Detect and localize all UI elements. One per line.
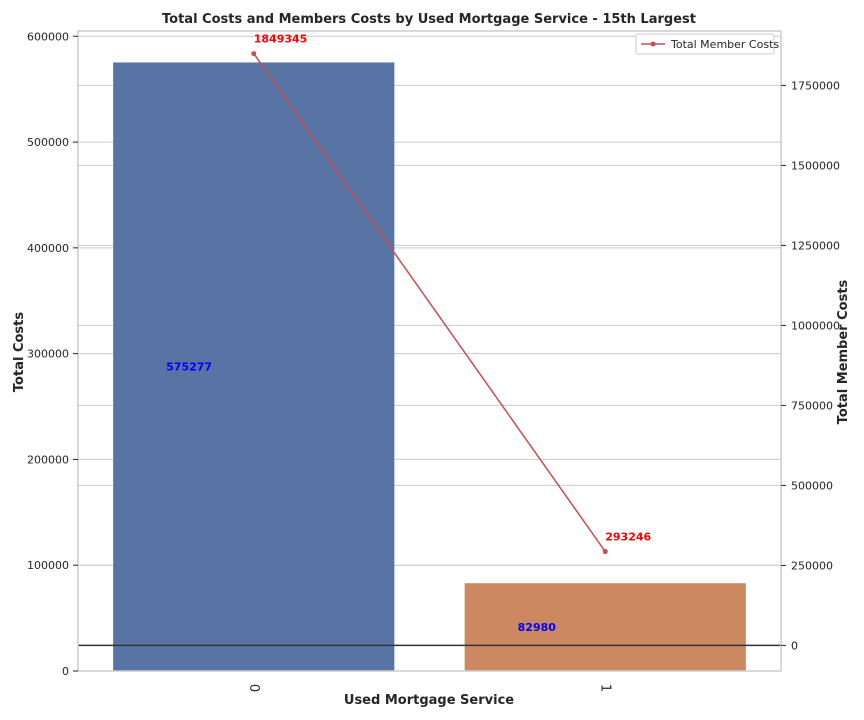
member-costs-point	[251, 51, 257, 57]
y2-axis-title: Total Member Costs	[836, 279, 851, 424]
legend-label: Total Member Costs	[670, 38, 779, 51]
right-y-tick-label: 1500000	[791, 159, 840, 172]
member-costs-value-label: 1849345	[254, 33, 308, 46]
x-tick-label: 1	[597, 684, 612, 692]
left-y-tick-label: 600000	[27, 30, 69, 43]
legend: Total Member Costs	[635, 33, 779, 55]
right-y-tick-label: 250000	[791, 559, 833, 572]
bar-1	[464, 583, 746, 671]
left-y-tick-label: 0	[62, 665, 69, 678]
right-y-tick-label: 1000000	[791, 319, 840, 332]
right-y-ticks: 0 250000 500000 750000 1000000 1250000 1500000…	[781, 79, 840, 652]
right-y-tick-label: 500000	[791, 479, 833, 492]
bar-value-label: 82980	[518, 621, 557, 634]
left-y-tick-label: 300000	[27, 348, 69, 361]
left-y-tick-label: 400000	[27, 242, 69, 255]
plot-frame	[77, 30, 782, 672]
line-series	[251, 51, 608, 555]
bar-value-label: 575277	[166, 361, 212, 374]
legend-marker-swatch	[650, 41, 656, 47]
right-y-tick-label: 1750000	[791, 79, 840, 92]
legend-box	[635, 33, 775, 55]
right-y-tick-label: 0	[791, 639, 798, 652]
bar-series	[113, 62, 746, 672]
plot-border	[77, 30, 782, 672]
member-costs-line	[253, 53, 606, 552]
y-axis-title: Total Costs	[12, 312, 27, 392]
line-value-labels: 1849345 293246	[254, 33, 652, 544]
bar-value-labels: 575277 82980	[166, 361, 556, 634]
right-y-tick-label: 1250000	[791, 239, 840, 252]
bar-0	[113, 62, 395, 672]
left-y-ticks: 0 100000 200000 300000 400000 500000 600000	[27, 30, 78, 678]
member-costs-point	[602, 549, 608, 555]
left-y-tick-label: 100000	[27, 559, 69, 572]
right-y-tick-label: 750000	[791, 399, 833, 412]
member-costs-value-label: 293246	[605, 531, 651, 544]
chart-title: Total Costs and Members Costs by Used Mo…	[162, 12, 696, 27]
left-y-tick-label: 500000	[27, 136, 69, 149]
x-tick-label: 0	[246, 684, 261, 692]
x-axis-title: Used Mortgage Service	[344, 693, 514, 708]
left-y-tick-label: 200000	[27, 453, 69, 466]
